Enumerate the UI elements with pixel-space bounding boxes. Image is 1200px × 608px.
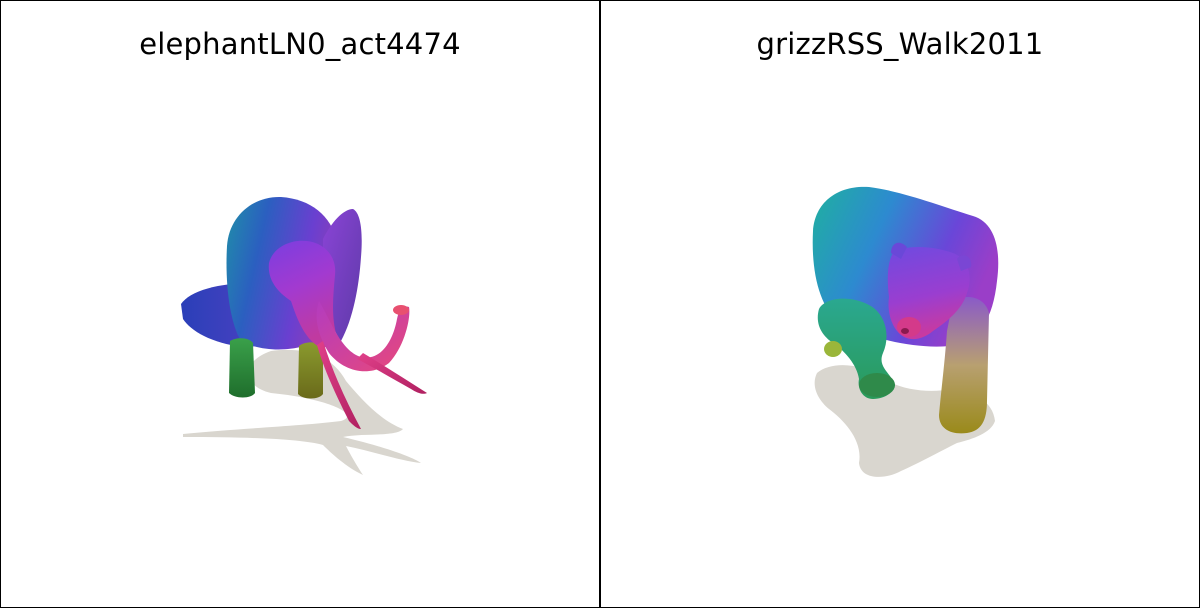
panel-title: grizzRSS_Walk2011 [756,27,1044,61]
bear-paw-left [859,373,895,397]
panel-title: elephantLN0_act4474 [139,27,461,61]
bear-paw-back [824,341,842,357]
bear-render [812,186,999,477]
bear-leg-right [939,297,989,434]
elephant-trunk [316,301,410,372]
elephant-tusk-long [317,341,361,429]
elephant-render [181,196,427,475]
elephant-shadow [183,349,421,475]
elephant-leg-right [298,342,323,399]
bear-ear-right [957,255,972,271]
panel-elephant: elephantLN0_act4474 [1,1,599,607]
bear-nose [901,328,909,334]
elephant-tusk-short [357,353,427,394]
bear-head [887,247,970,340]
elephant-leg-left [229,338,255,398]
bear-muzzle [897,317,921,337]
bear-ear-left [891,242,907,259]
panel-bear: grizzRSS_Walk2011 [601,1,1199,607]
panel-divider [599,0,601,608]
elephant-trunk-tip [393,305,409,315]
